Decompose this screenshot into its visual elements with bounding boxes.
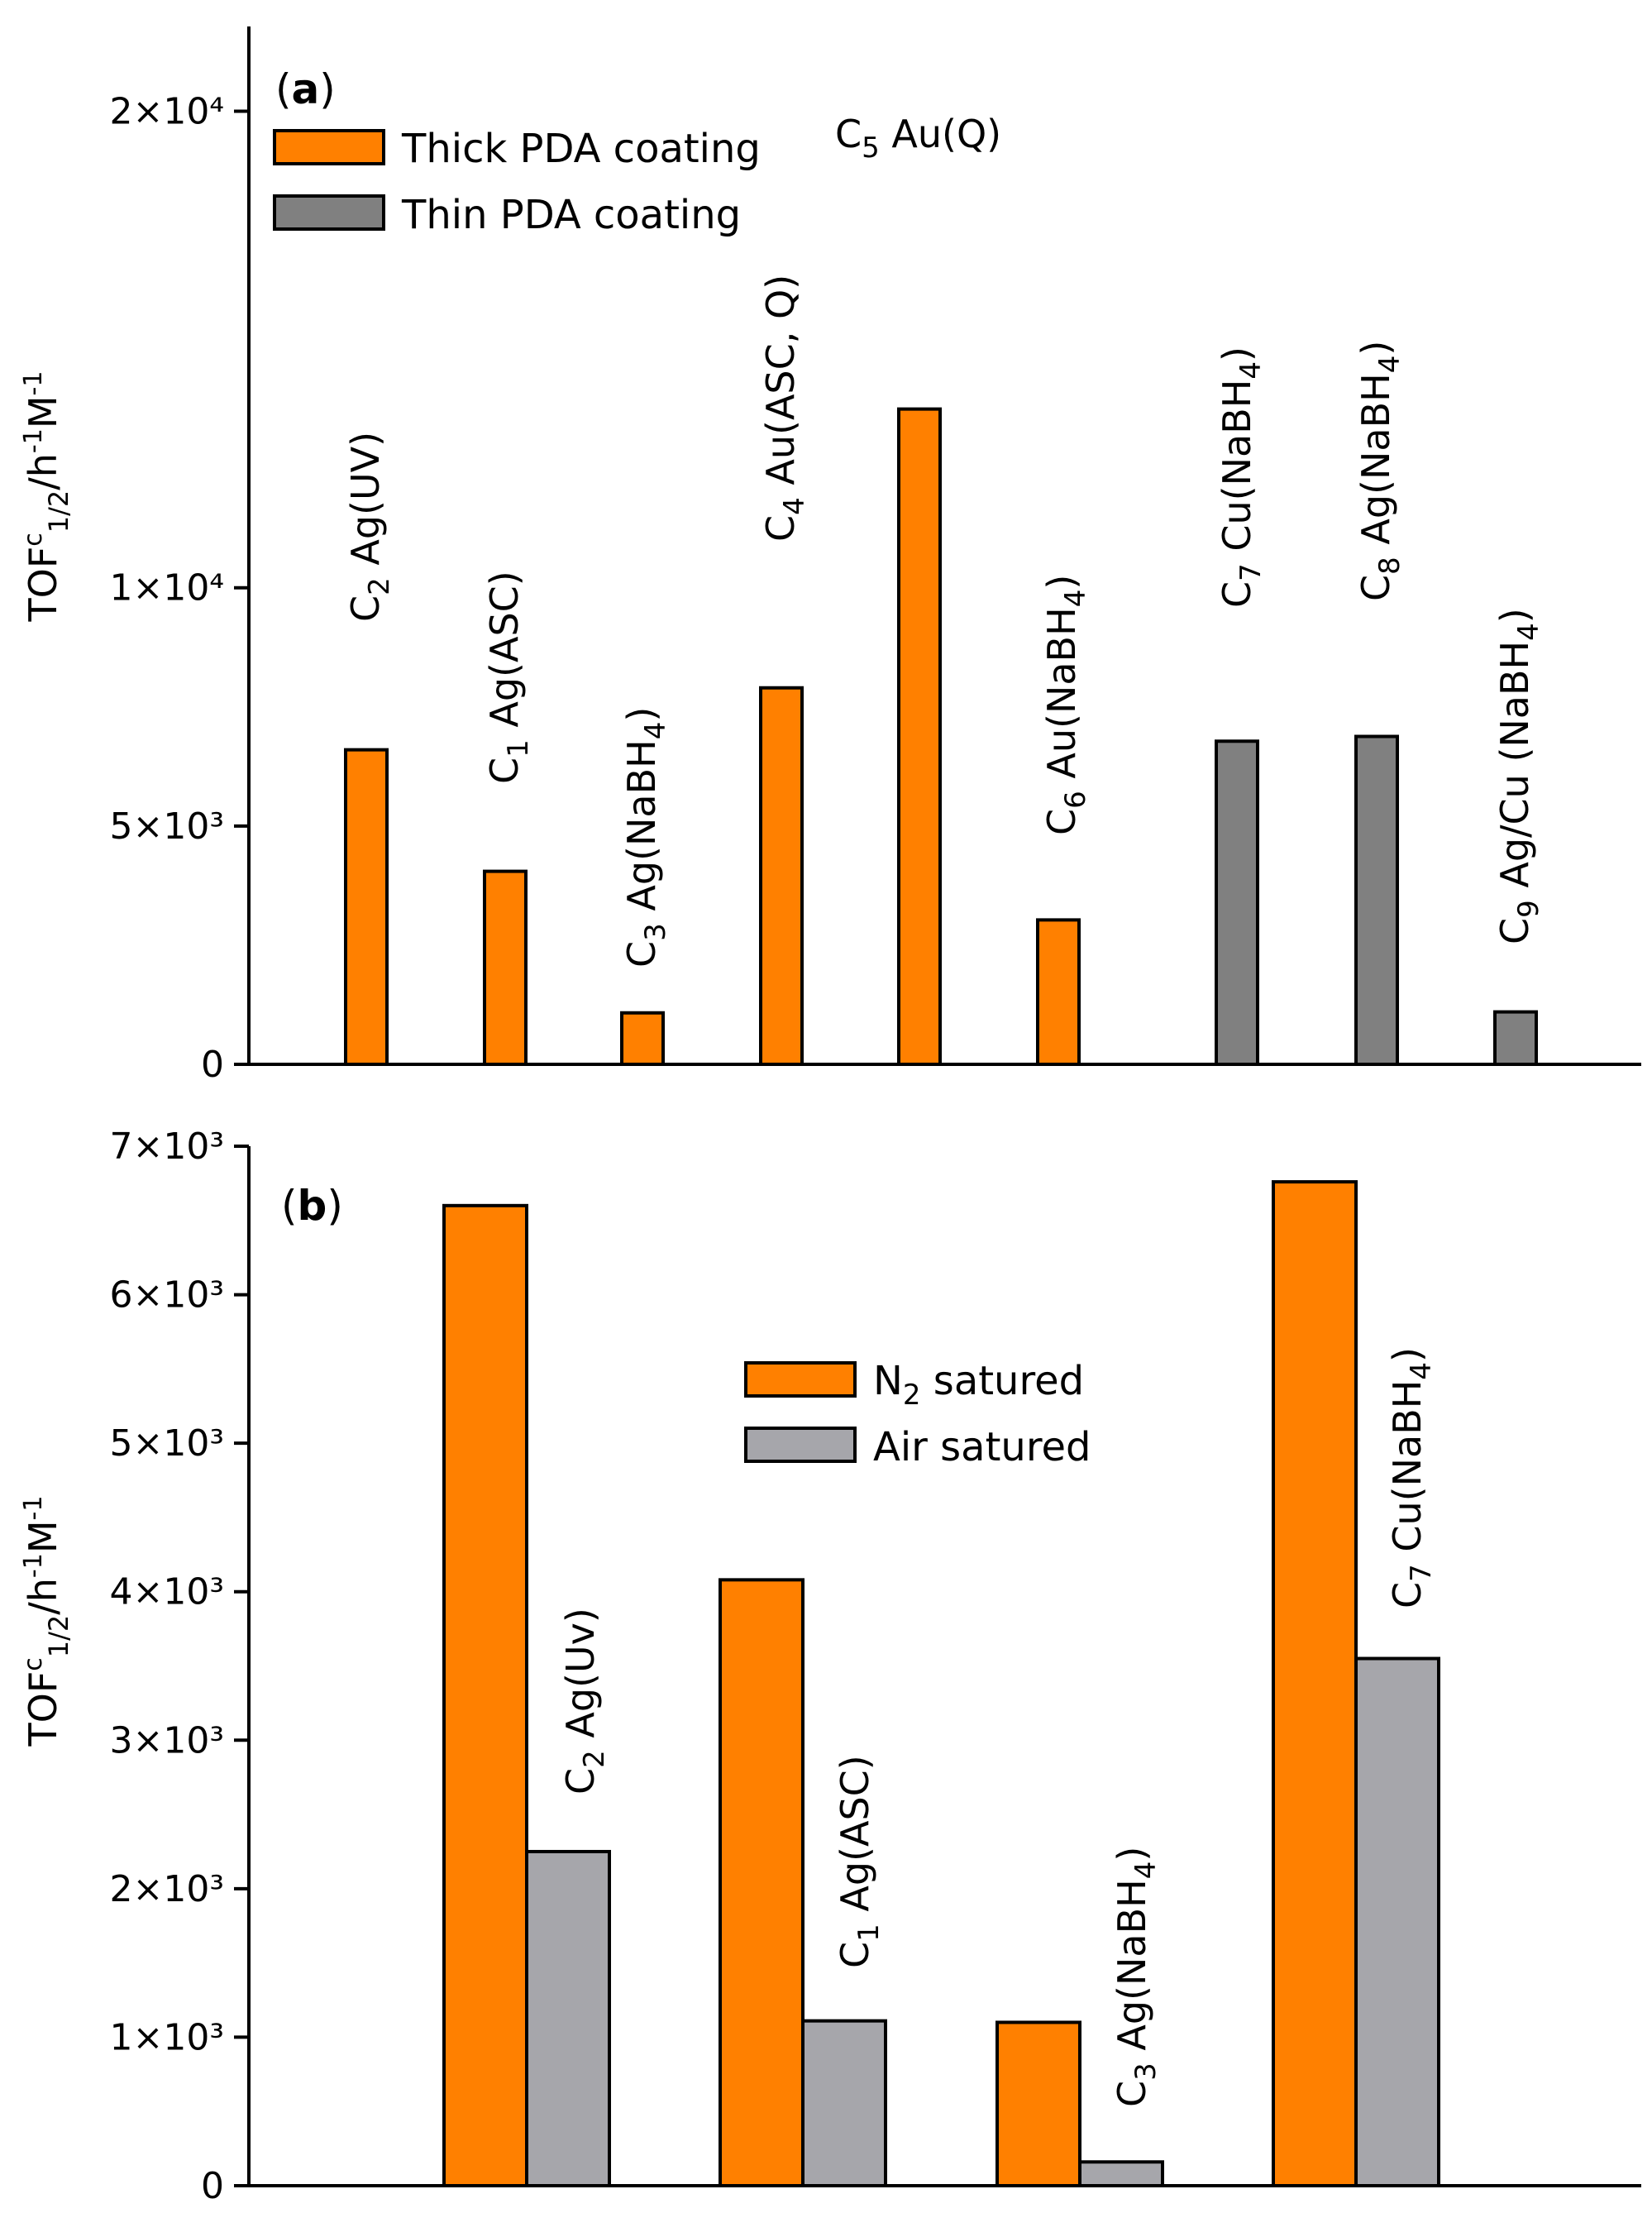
panel-b-ticks: 0 1×10³ 2×10³ 3×10³ 4×10³ 5×10³ 6×10³ 7×10³ (110, 1126, 249, 2207)
panel-b-ytick-label-7: 7×10³ (110, 1126, 225, 1168)
legend-swatch-thick (273, 129, 385, 165)
legend-label-air: Air satured (873, 1424, 1091, 1470)
bar-label-b-c3: C3 Ag(NaBH4) (1110, 1847, 1163, 2107)
legend-swatch-n2 (744, 1361, 857, 1398)
panel-b-bar-1-2 (1078, 2160, 1164, 2187)
panel-a-bar-2 (620, 1011, 665, 1066)
bar-label-a-c4: C4 Au(ASC, Q) (758, 275, 811, 542)
panel-a-bar-7 (1354, 734, 1399, 1067)
panel-a-ytick-label-2: 1×10⁴ (110, 567, 225, 609)
legend-label-n2: N2 satured (873, 1358, 1084, 1412)
panel-b-bar-labels: C2 Ag(Uv) C1 Ag(ASC) C3 Ag(NaBH4) C7 Cu(… (558, 1347, 1438, 2107)
panel-b-ytick-label-3: 3×10³ (110, 1719, 225, 1761)
panel-a-bar-4 (897, 407, 942, 1066)
panel-b: (b) TOFc1/2/h-1M-1 0 1×10³ 2×10³ 3×10³ 4×10³… (19, 1126, 1641, 2207)
panel-b-ytick-label-6: 6×10³ (110, 1274, 225, 1317)
panel-b-bar-0-0 (442, 1203, 528, 2187)
panel-b-ytick-label-5: 5×10³ (110, 1422, 225, 1465)
panel-b-label: (b) (281, 1182, 343, 1230)
panel-a-bar-5 (1036, 918, 1081, 1067)
legend-swatch-air (744, 1427, 857, 1463)
panel-b-ytick-label-4: 4×10³ (110, 1571, 225, 1613)
panel-b-legend: N2 satured Air satured (744, 1358, 1091, 1470)
bar-label-a-c8: C8 Ag(NaBH4) (1354, 341, 1406, 601)
panel-a-legend: Thick PDA coating Thin PDA coating (273, 126, 761, 238)
panel-b-bar-1-3 (1354, 1656, 1440, 2188)
bar-label-a-c1: C1 Ag(ASC) (482, 571, 535, 784)
bar-label-a-c2: C2 Ag(UV) (343, 432, 396, 622)
legend-label-thick: Thick PDA coating (401, 126, 761, 172)
panel-a-ticks: 0 5×10³ 1×10⁴ 2×10⁴ (110, 90, 249, 1086)
panel-a-bar-6 (1215, 739, 1259, 1066)
bar-label-a-c3: C3 Ag(NaBH4) (619, 707, 672, 968)
panel-b-bar-0-2 (995, 2020, 1081, 2187)
bar-label-b-c7: C7 Cu(NaBH4) (1385, 1347, 1438, 1608)
legend-swatch-thin (273, 194, 385, 231)
panel-a-ytick-label-0: 0 (201, 1044, 224, 1086)
panel-b-bar-0-1 (719, 1578, 805, 2187)
panel-a-ylabel: TOFc1/2/h-1M-1 (19, 371, 74, 623)
bar-label-a-c5: C5 Au(Q) (835, 112, 1001, 165)
panel-b-bar-0-3 (1272, 1180, 1358, 2187)
panel-b-ytick-label-1: 1×10³ (110, 2016, 225, 2058)
panel-b-bars (442, 1180, 1440, 2188)
legend-label-thin: Thin PDA coating (401, 192, 741, 238)
panel-a-label: (a) (275, 65, 336, 113)
bar-label-b-c2: C2 Ag(Uv) (558, 1608, 611, 1795)
panel-b-ytick-label-0: 0 (201, 2165, 224, 2207)
bar-label-b-c1: C1 Ag(ASC) (833, 1755, 886, 1968)
bar-label-a-c7: C7 Cu(NaBH4) (1215, 347, 1268, 608)
panel-a-ytick-label-3: 2×10⁴ (110, 90, 225, 132)
panel-a-bar-1 (483, 869, 528, 1066)
panel-a-bar-3 (759, 686, 804, 1067)
panel-a-bar-0 (344, 748, 389, 1066)
bar-label-a-c9: C9 Ag/Cu (NaBH4) (1492, 608, 1545, 944)
panel-b-ylabel: TOFc1/2/h-1M-1 (19, 1496, 74, 1747)
panel-b-ytick-label-2: 2×10³ (110, 1868, 225, 1910)
panel-a: (a) TOFc1/2/h-1M-1 0 5×10³ 1×10⁴ 2×10⁴ Thic… (19, 26, 1641, 1086)
panel-a-bar-8 (1493, 1010, 1538, 1066)
bar-label-a-c6: C6 Au(NaBH4) (1039, 575, 1092, 835)
panel-b-bar-1-0 (525, 1849, 611, 2188)
panel-a-ytick-label-1: 5×10³ (110, 805, 225, 848)
panel-b-bar-1-1 (801, 2019, 887, 2188)
